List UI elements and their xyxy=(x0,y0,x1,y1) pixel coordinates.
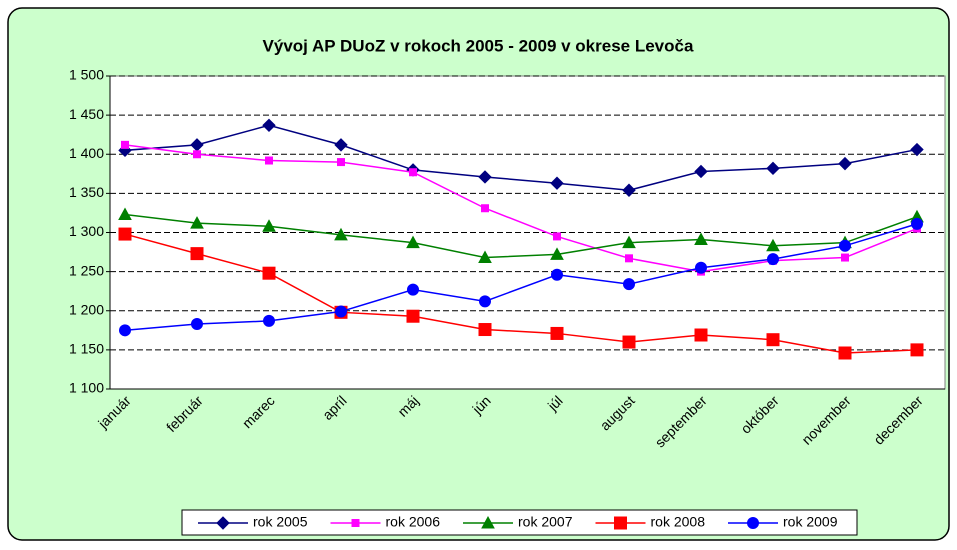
marker xyxy=(265,156,273,165)
marker xyxy=(623,278,635,291)
marker xyxy=(625,254,633,263)
marker xyxy=(337,158,345,167)
series-line xyxy=(124,233,918,354)
marker xyxy=(550,247,564,260)
series-line xyxy=(124,213,918,259)
marker xyxy=(351,519,360,527)
marker xyxy=(766,161,780,176)
marker xyxy=(118,227,132,241)
marker xyxy=(910,343,924,357)
legend-label: rok 2005 xyxy=(253,514,308,530)
marker xyxy=(694,232,708,246)
marker xyxy=(622,335,636,349)
marker xyxy=(551,268,563,281)
marker xyxy=(478,323,492,337)
marker xyxy=(334,138,348,152)
marker xyxy=(406,309,420,323)
marker xyxy=(694,164,708,179)
marker xyxy=(911,217,923,230)
legend-label: rok 2009 xyxy=(783,514,838,530)
marker xyxy=(478,250,492,264)
marker xyxy=(550,326,564,340)
marker xyxy=(406,235,420,249)
series-line xyxy=(124,144,918,273)
marker xyxy=(119,324,131,337)
y-tick-label: 1 400 xyxy=(69,145,104,161)
marker xyxy=(767,253,779,266)
marker xyxy=(841,253,849,262)
marker xyxy=(407,283,419,296)
y-tick-label: 1 100 xyxy=(69,380,104,396)
marker xyxy=(766,238,780,252)
y-tick-label: 1 500 xyxy=(69,67,104,83)
marker xyxy=(622,235,636,249)
marker xyxy=(481,204,489,213)
marker xyxy=(838,346,852,360)
marker xyxy=(118,207,132,221)
y-tick-label: 1 450 xyxy=(69,106,104,122)
marker xyxy=(216,516,230,530)
series-line xyxy=(124,223,918,332)
legend-label: rok 2006 xyxy=(386,514,441,530)
marker xyxy=(193,150,201,159)
marker xyxy=(262,219,276,232)
marker xyxy=(553,232,561,241)
marker xyxy=(747,517,759,529)
y-tick-label: 1 200 xyxy=(69,301,104,317)
marker xyxy=(838,156,852,171)
y-tick-label: 1 250 xyxy=(69,262,104,278)
marker xyxy=(191,318,203,331)
marker xyxy=(910,142,924,157)
marker xyxy=(263,314,275,327)
marker xyxy=(550,176,564,190)
marker xyxy=(121,140,129,149)
legend-label: rok 2007 xyxy=(518,514,573,530)
marker xyxy=(694,328,708,342)
chart-title: Vývoj AP DUoZ v rokoch 2005 - 2009 v okr… xyxy=(263,36,694,55)
legend-label: rok 2008 xyxy=(651,514,706,530)
marker xyxy=(614,516,627,530)
marker xyxy=(481,515,495,529)
marker xyxy=(409,168,417,177)
marker xyxy=(262,118,276,133)
y-tick-label: 1 150 xyxy=(69,341,104,357)
marker xyxy=(478,170,492,184)
series-line xyxy=(124,124,918,192)
marker xyxy=(695,261,707,274)
marker xyxy=(766,333,780,347)
marker xyxy=(479,295,491,308)
marker xyxy=(262,266,276,280)
marker xyxy=(622,183,636,197)
marker xyxy=(190,247,204,261)
marker xyxy=(190,216,204,229)
marker xyxy=(335,305,347,318)
y-tick-label: 1 300 xyxy=(69,223,104,239)
marker xyxy=(839,239,851,252)
marker xyxy=(334,227,348,241)
y-tick-label: 1 350 xyxy=(69,184,104,200)
